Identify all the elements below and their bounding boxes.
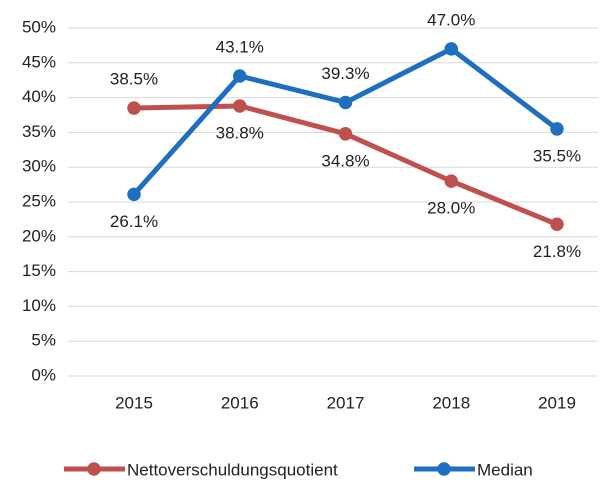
x-tick-label: 2017 bbox=[327, 393, 365, 412]
data-point bbox=[233, 69, 247, 83]
data-point bbox=[127, 101, 141, 115]
y-tick-label: 30% bbox=[22, 157, 56, 176]
data-point bbox=[550, 217, 564, 232]
y-tick-label: 25% bbox=[22, 191, 56, 210]
data-point bbox=[338, 127, 353, 141]
data-label: 39.3% bbox=[321, 64, 369, 83]
y-tick-label: 0% bbox=[31, 365, 56, 384]
data-label: 21.8% bbox=[533, 242, 581, 261]
data-label: 34.8% bbox=[321, 151, 369, 170]
data-label: 38.8% bbox=[216, 123, 264, 142]
y-tick-label: 10% bbox=[22, 296, 56, 315]
x-tick-label: 2015 bbox=[115, 393, 153, 412]
x-tick-label: 2019 bbox=[538, 393, 576, 412]
data-point bbox=[338, 95, 353, 110]
y-tick-label: 45% bbox=[22, 52, 56, 71]
y-tick-label: 40% bbox=[22, 87, 56, 106]
y-tick-label: 50% bbox=[22, 17, 56, 36]
x-tick-label: 2018 bbox=[432, 393, 470, 412]
legend-marker bbox=[437, 462, 451, 476]
y-tick-label: 35% bbox=[22, 122, 56, 141]
data-point bbox=[127, 187, 141, 202]
data-point bbox=[550, 122, 564, 136]
data-label: 43.1% bbox=[216, 38, 264, 57]
x-tick-label: 2016 bbox=[221, 393, 259, 412]
y-tick-label: 5% bbox=[31, 331, 56, 350]
y-tick-label: 15% bbox=[22, 261, 56, 280]
data-label: 47.0% bbox=[427, 10, 475, 29]
legend-marker bbox=[87, 462, 101, 476]
data-label: 26.1% bbox=[110, 212, 158, 231]
data-point bbox=[444, 42, 458, 56]
data-point bbox=[444, 174, 458, 188]
data-label: 28.0% bbox=[427, 199, 475, 218]
legend-label: Nettoverschuldungsquotient bbox=[127, 460, 338, 479]
y-tick-label: 20% bbox=[22, 226, 56, 245]
data-label: 38.5% bbox=[110, 70, 158, 89]
legend-label: Median bbox=[477, 460, 533, 479]
data-point bbox=[233, 99, 247, 113]
data-label: 35.5% bbox=[533, 146, 581, 165]
